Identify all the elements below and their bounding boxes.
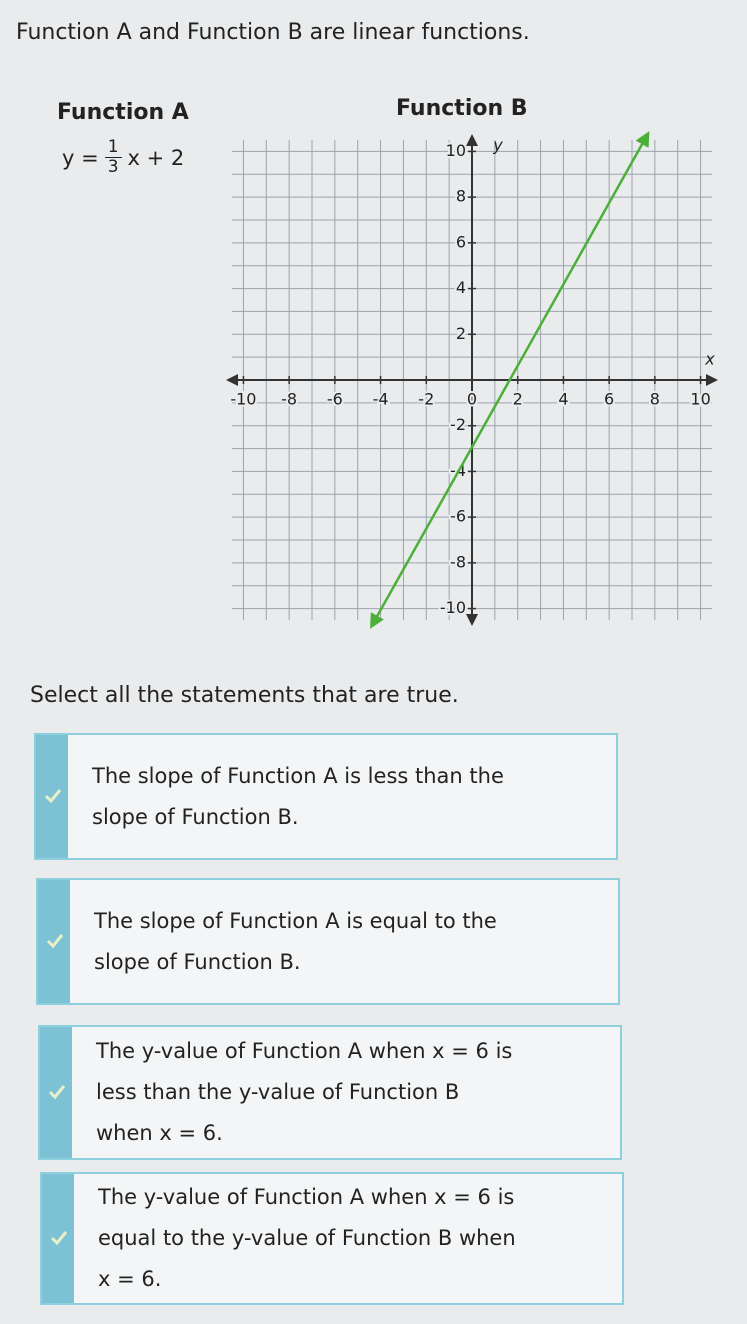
function-b-title: Function B <box>396 96 528 121</box>
option-text: slope of Function B. <box>92 804 299 829</box>
x-tick-label: -6 <box>327 390 343 409</box>
option-text: less than the y-value of Function B <box>96 1080 460 1104</box>
x-tick-label: -4 <box>373 390 389 409</box>
y-tick-label: 6 <box>456 232 466 251</box>
x-tick-label: 0 <box>467 390 477 409</box>
option-text: equal to the y-value of Function B when <box>98 1226 516 1250</box>
option[interactable]: The slope of Function A is less than the… <box>34 733 618 860</box>
option-text: slope of Function B. <box>94 949 301 974</box>
option-text: The slope of Function A is equal to the <box>94 908 497 933</box>
fraction: 1 3 <box>104 138 122 177</box>
denominator: 3 <box>107 157 119 177</box>
checkmark <box>48 1084 66 1099</box>
option-text: The slope of Function A is less than the <box>92 763 504 788</box>
option-text: The y-value of Function A when x = 6 is <box>98 1185 515 1209</box>
equation-rhs: x + 2 <box>127 145 185 170</box>
x-tick-label: 4 <box>558 390 568 409</box>
option-text: when x = 6. <box>96 1121 223 1145</box>
x-tick-label: 6 <box>604 390 614 409</box>
option-text: x = 6. <box>98 1267 162 1291</box>
equation-lhs: y = <box>62 145 99 170</box>
y-tick-label: 8 <box>456 187 466 206</box>
option[interactable]: The y-value of Function A when x = 6 is e… <box>40 1172 624 1305</box>
y-tick-label: -10 <box>440 598 466 617</box>
option-text: The y-value of Function A when x = 6 is <box>96 1039 513 1063</box>
x-tick-label: -8 <box>281 390 297 409</box>
y-tick-label: 10 <box>446 141 466 160</box>
x-tick-label: -2 <box>418 390 434 409</box>
y-tick-label: -2 <box>450 415 466 434</box>
numerator: 1 <box>104 138 122 158</box>
checkmark <box>46 933 64 948</box>
checkmark <box>50 1230 68 1245</box>
option-strip <box>40 1027 72 1158</box>
question: Select all the statements that are true. <box>30 683 459 708</box>
option[interactable]: The y-value of Function A when x = 6 is l… <box>38 1025 622 1160</box>
x-tick-label: 2 <box>513 390 523 409</box>
prompt: Function A and Function B are linear fun… <box>16 20 530 45</box>
x-tick-label: -10 <box>230 390 256 409</box>
y-tick-label: -8 <box>450 552 466 571</box>
y-tick-label: -6 <box>450 507 466 526</box>
checkmark <box>44 788 62 803</box>
x-tick-label: 10 <box>690 390 710 409</box>
x-tick-label: 8 <box>650 390 660 409</box>
option-strip <box>36 735 68 858</box>
function-a-equation: y = 1 3 x + 2 <box>62 138 184 177</box>
x-axis-label: x <box>704 350 715 369</box>
y-tick-label: 4 <box>456 278 466 297</box>
y-axis-label: y <box>492 136 503 155</box>
function-a-title: Function A <box>57 100 189 125</box>
option-strip <box>42 1174 74 1303</box>
option[interactable]: The slope of Function A is equal to the s… <box>36 878 620 1005</box>
y-tick-label: 2 <box>456 324 466 343</box>
function-line <box>370 131 650 629</box>
option-strip <box>38 880 70 1003</box>
